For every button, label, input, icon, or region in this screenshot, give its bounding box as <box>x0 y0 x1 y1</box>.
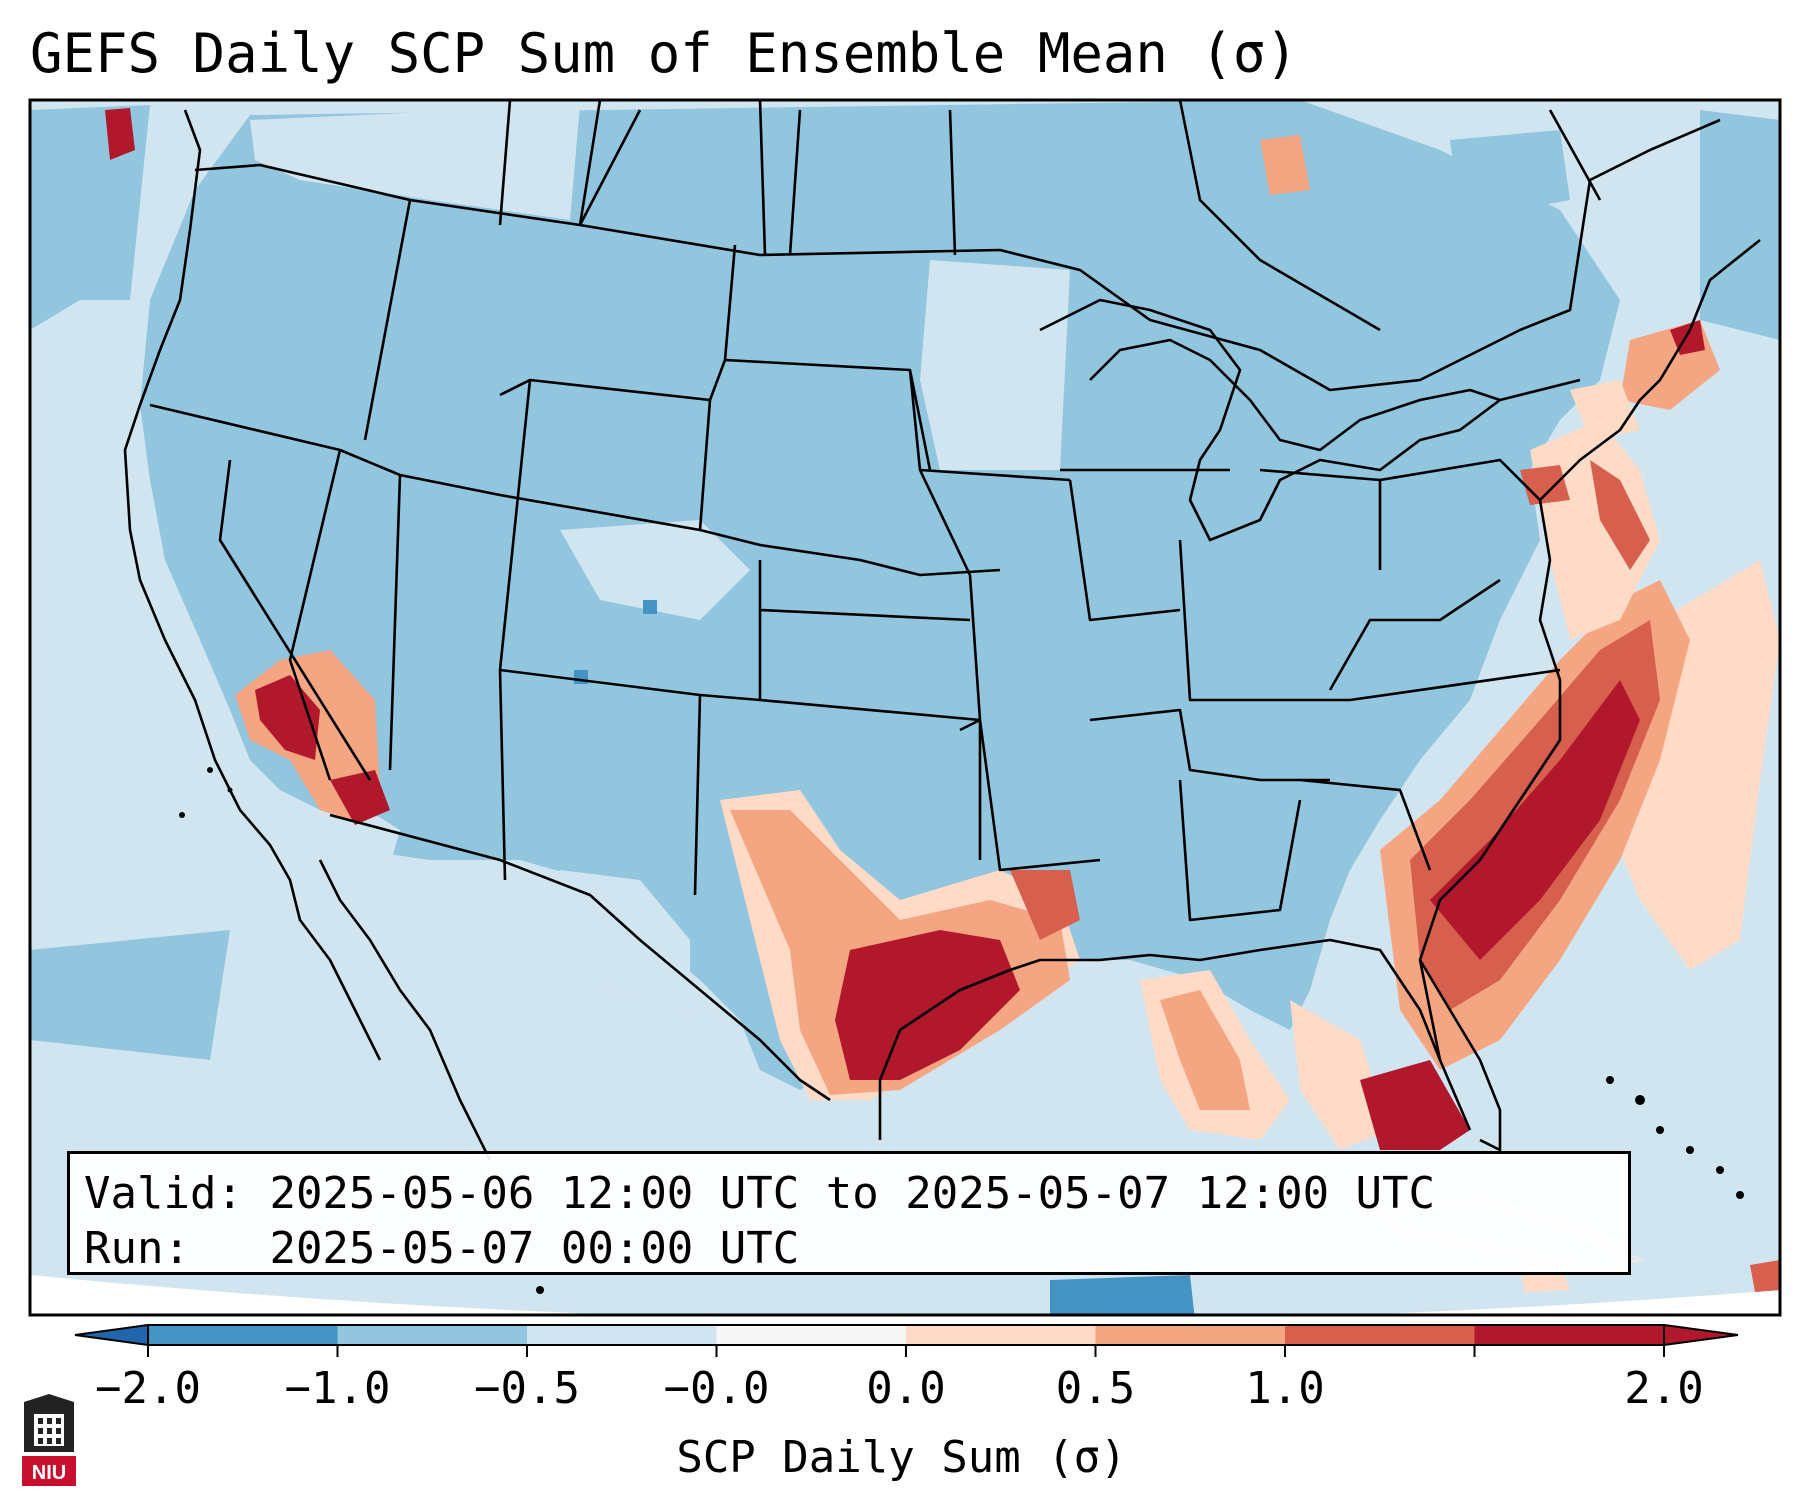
projection-edge <box>30 1275 1780 1315</box>
run-label: Run: <box>84 1223 190 1274</box>
scp-positive-anomalies <box>105 108 1780 1292</box>
colorbar-tick-label: −0.0 <box>664 1363 770 1414</box>
valid-value: 2025-05-06 12:00 UTC to 2025-05-07 12:00… <box>269 1168 1436 1219</box>
colorbar-segment <box>716 1325 907 1345</box>
colorbar-segment <box>906 1325 1096 1345</box>
colorbar-segment <box>1285 1325 1475 1345</box>
logo-red-band <box>22 1456 76 1486</box>
colorbar-segment <box>1095 1325 1286 1345</box>
great-lakes <box>1039 298 1502 542</box>
colorbar-segment <box>148 1325 338 1345</box>
islands <box>179 767 1744 1294</box>
colorbar-tick-label: 0.5 <box>1056 1363 1135 1414</box>
us-canada-border <box>194 118 1721 392</box>
colorbar-segment <box>1474 1325 1665 1345</box>
state-lines <box>149 100 1581 922</box>
colorbar-tick-label: −1.0 <box>285 1363 391 1414</box>
colorbar-tick-label: 0.0 <box>866 1363 945 1414</box>
logo-text: NIU <box>32 1462 66 1484</box>
west-coast <box>123 109 382 1061</box>
map-frame <box>28 98 1782 1317</box>
run-value: 2025-05-07 00:00 UTC <box>269 1223 800 1274</box>
valid-label: Valid: <box>84 1168 243 1219</box>
borders <box>123 100 1761 1161</box>
info-box: Valid: 2025-05-06 12:00 UTC to 2025-05-0… <box>67 1151 1631 1275</box>
colorbar-over-arrow <box>1663 1323 1739 1347</box>
colorbar-label: SCP Daily Sum (σ) <box>676 1432 1127 1483</box>
east-coast <box>1418 238 1761 1061</box>
niu-logo: NIU <box>22 1394 76 1486</box>
colorbar-tick-label: 1.0 <box>1245 1363 1324 1414</box>
colorbar-tick-label: −0.5 <box>474 1363 580 1414</box>
baja-coast <box>318 859 492 1161</box>
colorbar-tick-label: 2.0 <box>1624 1363 1703 1414</box>
chart-title: GEFS Daily SCP Sum of Ensemble Mean (σ) <box>30 22 1298 85</box>
colorbar-under-arrow <box>74 1323 149 1347</box>
gulf-coast <box>878 938 1472 1140</box>
canada-provinces <box>498 100 1602 332</box>
colorbar-segment <box>337 1325 528 1345</box>
florida <box>1418 959 1502 1152</box>
mexico-border <box>329 813 831 1102</box>
colorbar-segment <box>527 1325 717 1345</box>
colorbar-tick-label: −2.0 <box>95 1363 201 1414</box>
